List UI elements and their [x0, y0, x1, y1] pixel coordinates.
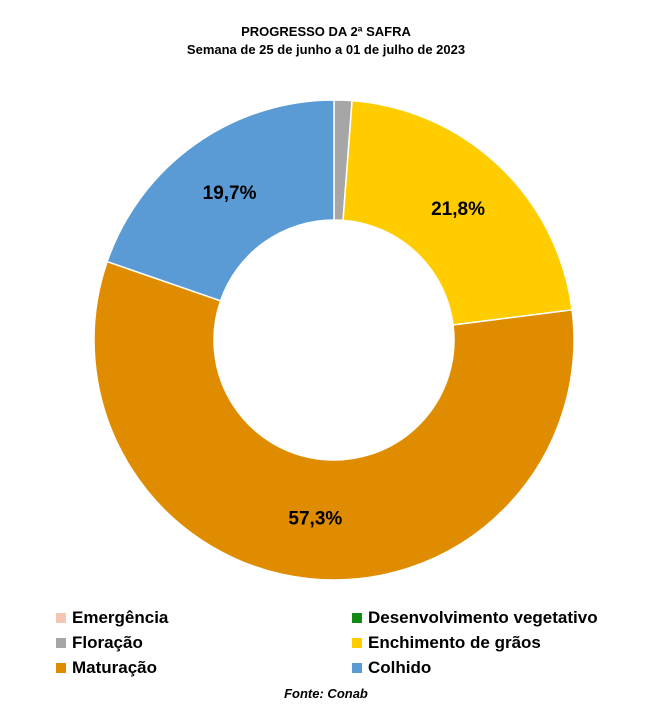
chart-subtitle: Semana de 25 de junho a 01 de julho de 2…	[186, 42, 466, 57]
legend-label: Desenvolvimento vegetativo	[368, 608, 598, 627]
slice-maturacao	[93, 260, 575, 581]
chart-title: PROGRESSO DA 2ª SAFRA	[241, 24, 411, 39]
legend-label: Colhido	[368, 658, 432, 677]
source-note: Fonte: Conab	[284, 686, 368, 701]
legend-label: Maturação	[72, 658, 158, 677]
legend-item-enchimento-de-graos: Enchimento de grãos	[352, 631, 541, 655]
slice-colhido	[106, 99, 335, 302]
legend-swatch	[352, 663, 362, 673]
slice-enchimento-de-graos	[342, 99, 573, 326]
legend-swatch	[56, 613, 66, 623]
legend-item-emergencia: Emergência	[56, 606, 168, 630]
legend-label: Emergência	[72, 608, 169, 627]
legend-swatch	[352, 613, 362, 623]
data-label-colhido: 19,7%	[203, 183, 257, 204]
legend-label: Enchimento de grãos	[368, 633, 541, 652]
data-label-maturacao: 57,3%	[288, 509, 342, 530]
chart-legend: Emergência Desenvolvimento vegetativo Flor…	[0, 604, 652, 684]
donut-chart: 21,8% 57,3% 19,7%	[93, 99, 575, 581]
legend-item-desenvolvimento-vegetativo: Desenvolvimento vegetativo	[352, 606, 598, 630]
legend-swatch	[352, 638, 362, 648]
legend-item-colhido: Colhido	[352, 656, 431, 680]
data-label-enchimento-de-graos: 21,8%	[431, 199, 485, 220]
legend-label: Floração	[72, 633, 143, 652]
legend-swatch	[56, 638, 66, 648]
legend-item-maturacao: Maturação	[56, 656, 157, 680]
legend-swatch	[56, 663, 66, 673]
legend-item-floracao: Floração	[56, 631, 143, 655]
